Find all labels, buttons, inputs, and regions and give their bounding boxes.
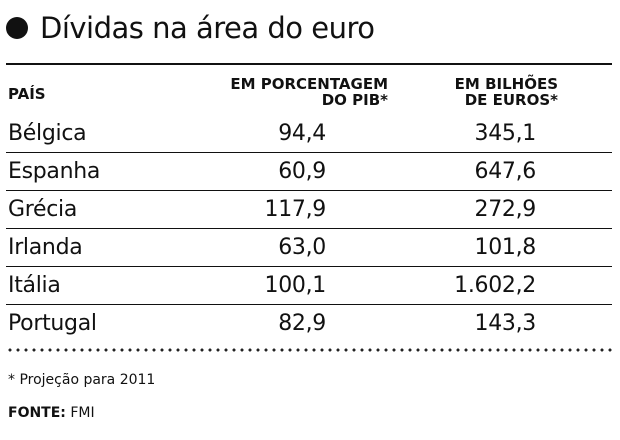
country-cell: Irlanda [8, 235, 83, 260]
source-label: FONTE: [8, 405, 66, 421]
header-country: PAÍS [8, 85, 46, 103]
table-row: Irlanda 63,0 101,8 [6, 229, 612, 267]
table-row: Grécia 117,9 272,9 [6, 191, 612, 229]
header-euros-line-2: DE EUROS* [464, 91, 558, 109]
euros-cell: 345,1 [474, 121, 537, 146]
title-divider [6, 63, 612, 65]
chart-title: Dívidas na área do euro [40, 11, 375, 45]
euros-cell: 101,8 [474, 235, 537, 260]
euros-cell: 1.602,2 [454, 273, 536, 298]
pib-cell: 94,4 [278, 121, 326, 146]
country-cell: Portugal [8, 311, 97, 336]
country-cell: Espanha [8, 159, 101, 184]
table-body: Bélgica 94,4 345,1 Espanha 60,9 647,6 Gr… [6, 115, 612, 342]
pib-cell: 60,9 [278, 159, 326, 184]
footnote: * Projeção para 2011 [8, 372, 156, 388]
euros-cell: 143,3 [474, 311, 537, 336]
euros-cell: 647,6 [474, 159, 537, 184]
source-line: FONTE: FMI [8, 405, 95, 421]
source-value: FMI [70, 405, 95, 421]
header-euros: EM BILHÕES DE EUROS* [418, 76, 558, 108]
table-row: Portugal 82,9 143,3 [6, 305, 612, 342]
pib-cell: 82,9 [278, 311, 326, 336]
header-euros-line-1: EM BILHÕES [454, 75, 558, 93]
table-row: Bélgica 94,4 345,1 [6, 115, 612, 153]
bullet-icon [6, 17, 28, 39]
header-pib-line-2: DO PIB* [321, 91, 388, 109]
pib-cell: 63,0 [278, 235, 326, 260]
title-row: Dívidas na área do euro [6, 6, 375, 50]
country-cell: Bélgica [8, 121, 87, 146]
header-pib-line-1: EM PORCENTAGEM [230, 75, 388, 93]
country-cell: Itália [8, 273, 61, 298]
header-pib: EM PORCENTAGEM DO PIB* [198, 76, 388, 108]
table-row: Itália 100,1 1.602,2 [6, 267, 612, 305]
country-cell: Grécia [8, 197, 78, 222]
pib-cell: 117,9 [264, 197, 327, 222]
table-row: Espanha 60,9 647,6 [6, 153, 612, 191]
dotted-divider [6, 348, 612, 352]
euros-cell: 272,9 [474, 197, 537, 222]
pib-cell: 100,1 [264, 273, 327, 298]
